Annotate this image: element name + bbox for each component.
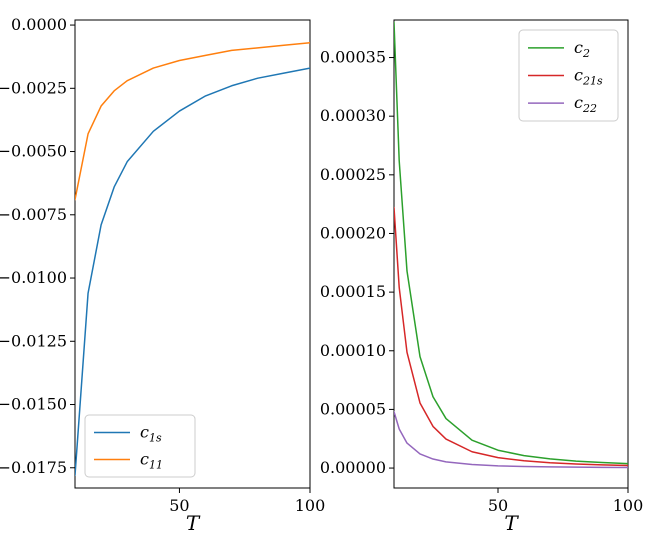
legend-label-c21s: c21s — [574, 66, 603, 88]
x-tick-label: 50 — [169, 496, 189, 515]
series-line-c22 — [394, 411, 628, 469]
y-tick-label: 0.00020 — [320, 223, 386, 242]
y-tick-label: 0.00035 — [320, 48, 386, 67]
series-group — [394, 21, 628, 469]
y-tick-label: 0.00010 — [320, 341, 386, 360]
y-tick-label: −0.0050 — [0, 142, 67, 161]
legend-label-c11: c11 — [140, 450, 163, 472]
y-tick-label: 0.00015 — [320, 282, 386, 301]
chart-panel-1: 0.0000 −0.0025 −0.0050 −0.0075 −0.0100 −0.012… — [0, 15, 325, 535]
y-tick-label: 0.0000 — [11, 15, 67, 34]
series-line-c1s — [75, 67, 310, 477]
legend-label-c1s: c1s — [140, 423, 162, 445]
y-tick-label: 0.00030 — [320, 106, 386, 125]
plot-frame — [74, 19, 311, 489]
y-tick-label: −0.0125 — [0, 331, 67, 350]
y-tick-label: 0.00025 — [320, 165, 386, 184]
y-tick-label: −0.0100 — [0, 268, 67, 287]
legend-box — [518, 29, 619, 122]
legend-label-c2: c2 — [574, 38, 590, 60]
series-line-c21s — [394, 206, 628, 467]
plot-frame — [393, 19, 629, 489]
chart-panel-2: 0.00000 0.00005 0.00010 0.00015 0.00020 0.000… — [320, 19, 644, 535]
series-group — [75, 42, 310, 477]
y-tick-label: 0.00005 — [320, 399, 386, 418]
x-tick-label: 50 — [488, 496, 508, 515]
y-tick-label: 0.00000 — [320, 458, 386, 477]
series-line-c11 — [75, 42, 310, 201]
y-tick-label: −0.0025 — [0, 78, 67, 97]
x-tick-label: 100 — [613, 496, 644, 515]
legend-box — [84, 414, 196, 478]
y-tick-label: −0.0075 — [0, 205, 67, 224]
y-tick-label: −0.0175 — [0, 458, 67, 477]
x-tick-label: 100 — [295, 496, 326, 515]
x-axis-label: T — [186, 511, 201, 535]
x-axis-label: T — [504, 511, 519, 535]
series-line-c2 — [394, 21, 628, 465]
legend-label-c22: c22 — [574, 93, 597, 115]
y-tick-label: −0.0150 — [0, 395, 67, 414]
